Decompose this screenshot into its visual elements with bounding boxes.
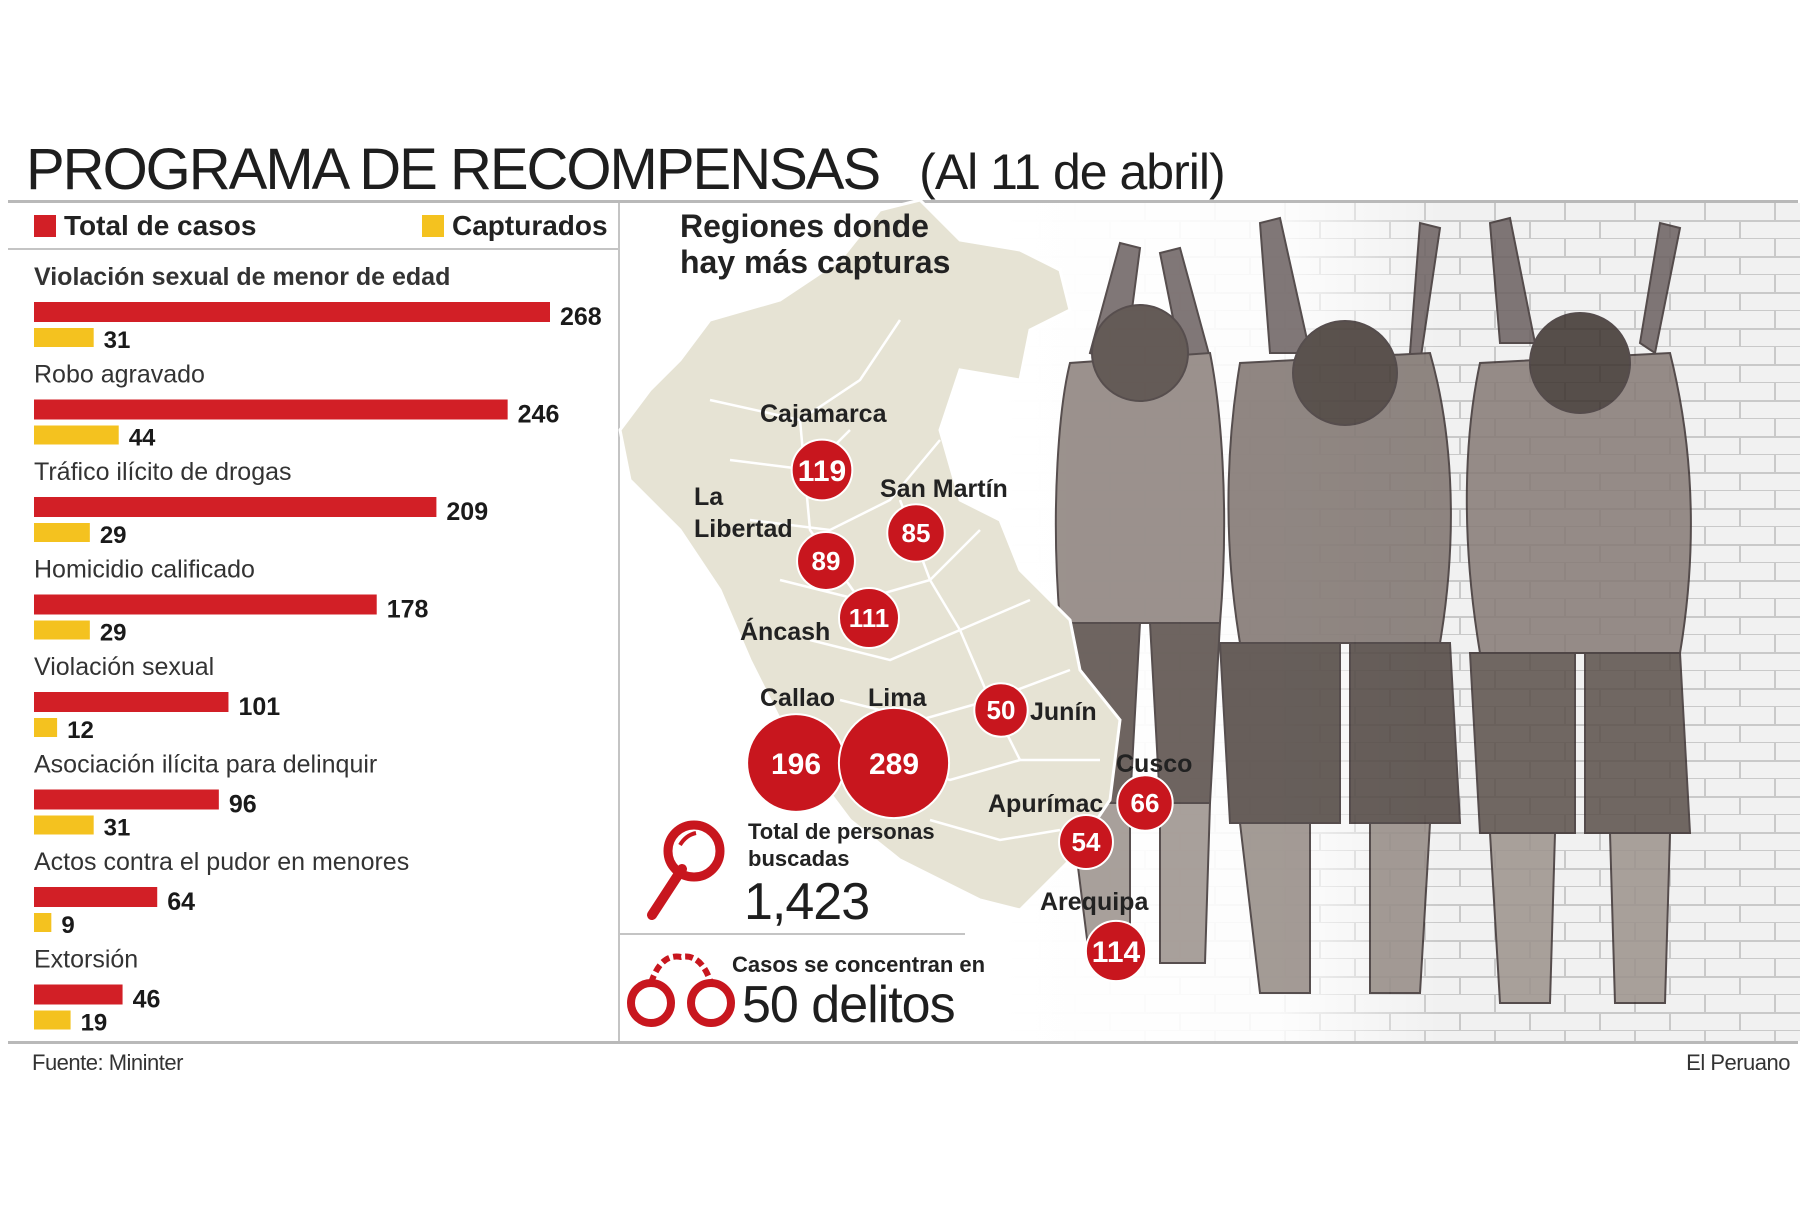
- bar-total-label: 268: [560, 303, 602, 331]
- region-label: Junín: [1030, 698, 1097, 726]
- region-value: 114: [1092, 936, 1141, 969]
- publisher-credit: El Peruano: [1686, 1050, 1790, 1075]
- legend-captured: Capturados: [422, 210, 608, 242]
- handcuffs-icon: [627, 953, 735, 1027]
- legend-captured-swatch: [422, 215, 444, 237]
- bar-total: [34, 789, 219, 810]
- region-value: 111: [849, 603, 890, 633]
- bar-total-label: 64: [167, 888, 195, 916]
- category-label: Tráfico ilícito de drogas: [34, 458, 292, 486]
- bar-total-label: 178: [387, 596, 429, 624]
- bar-chart: Violación sexual de menor de edad 268 31 Ro…: [34, 263, 602, 1037]
- bar-captured: [34, 328, 94, 347]
- region-label: Áncash: [740, 617, 830, 646]
- bar-captured: [34, 815, 94, 835]
- bar-captured: [34, 1010, 71, 1030]
- legend-captured-label: Capturados: [452, 210, 608, 241]
- bar-total-label: 101: [238, 693, 280, 721]
- region-bubble: [796, 531, 856, 591]
- illustration-panel: [620, 203, 1800, 1041]
- chart-title: PROGRAMA DE RECOMPENSAS (Al 11 de abril): [26, 136, 1226, 203]
- bar-total-label: 96: [229, 791, 257, 819]
- top-rule: [8, 200, 1798, 203]
- bar-captured-label: 31: [104, 327, 131, 354]
- region-label: Callao: [760, 684, 835, 712]
- region-label: San Martín: [880, 475, 1008, 503]
- bar-captured: [34, 425, 119, 445]
- legend-total-label: Total de casos: [64, 210, 257, 241]
- category-label: Violación sexual: [34, 653, 214, 681]
- region-value: 89: [812, 546, 841, 576]
- crimes-label: Casos se concentran en: [732, 952, 986, 977]
- bar-captured-label: 31: [104, 815, 131, 842]
- category-label: Robo agravado: [34, 361, 205, 389]
- magnifier-icon: [647, 820, 725, 920]
- title-date: (Al 11 de abril): [919, 144, 1225, 200]
- bar-captured-label: 29: [100, 620, 127, 647]
- region-value: 289: [869, 748, 919, 781]
- category-label: Violación sexual de menor de edad: [34, 263, 450, 291]
- crimes-value: 50 delitos: [742, 976, 956, 1034]
- region-label: La: [694, 483, 724, 511]
- searched-value: 1,423: [744, 873, 870, 931]
- region-bubble: [1058, 814, 1114, 870]
- region-value: 50: [987, 695, 1016, 725]
- source-note: Fuente: Mininter: [32, 1050, 183, 1075]
- region-label: Cusco: [1116, 750, 1192, 778]
- bar-total: [34, 594, 377, 615]
- region-bubble: [837, 706, 951, 820]
- category-label: Actos contra el pudor en menores: [34, 848, 409, 876]
- bar-captured: [34, 523, 90, 542]
- region-value: 54: [1072, 827, 1101, 857]
- title-text: PROGRAMA DE RECOMPENSAS: [26, 137, 881, 202]
- region-bubble: [790, 438, 854, 502]
- bar-captured: [34, 718, 58, 737]
- region-value: 85: [902, 518, 931, 548]
- category-label: Asociación ilícita para delinquir: [34, 751, 377, 779]
- region-value: 196: [771, 748, 821, 781]
- region-label: Lima: [868, 684, 927, 712]
- region-bubble: [1116, 774, 1174, 832]
- bar-captured-label: 19: [81, 1010, 108, 1037]
- bar-total: [34, 497, 437, 517]
- searched-label: Total de personas buscadas: [748, 819, 935, 871]
- bar-total: [34, 302, 550, 322]
- region-bubble: [838, 587, 900, 649]
- bar-total: [34, 692, 229, 712]
- region-value: 66: [1131, 788, 1160, 818]
- region-bubble: [973, 682, 1029, 738]
- region-label: Libertad: [694, 515, 793, 543]
- bar-total-label: 46: [133, 986, 161, 1014]
- region-value: 119: [798, 455, 846, 488]
- category-label: Homicidio calificado: [34, 556, 255, 584]
- region-label: Arequipa: [1040, 888, 1149, 916]
- panel-divider: [618, 203, 620, 1041]
- bar-captured-label: 44: [129, 425, 156, 452]
- bar-captured: [34, 620, 90, 640]
- bar-total: [34, 984, 123, 1005]
- region-label: Apurímac: [988, 790, 1103, 818]
- region-bubble: [1084, 919, 1148, 983]
- region-label: Cajamarca: [760, 400, 888, 428]
- category-label: Extorsión: [34, 946, 138, 974]
- bar-total: [34, 399, 508, 420]
- bar-total-label: 246: [518, 401, 560, 429]
- legend-rule: [8, 248, 618, 250]
- bar-captured: [34, 913, 52, 932]
- bar-captured-label: 29: [100, 522, 127, 549]
- bar-total: [34, 887, 158, 907]
- region-bubble: [886, 503, 946, 563]
- legend-total-swatch: [34, 215, 56, 237]
- stats-divider: [620, 933, 965, 935]
- prisoners-illustration: [1000, 203, 1800, 1041]
- map-title: Regiones donde hay más capturas: [680, 208, 951, 280]
- bottom-rule: [8, 1041, 1798, 1044]
- bar-captured-label: 9: [61, 912, 74, 939]
- legend-total: Total de casos: [34, 210, 256, 242]
- bar-captured-label: 12: [67, 717, 94, 744]
- bar-total-label: 209: [446, 498, 488, 526]
